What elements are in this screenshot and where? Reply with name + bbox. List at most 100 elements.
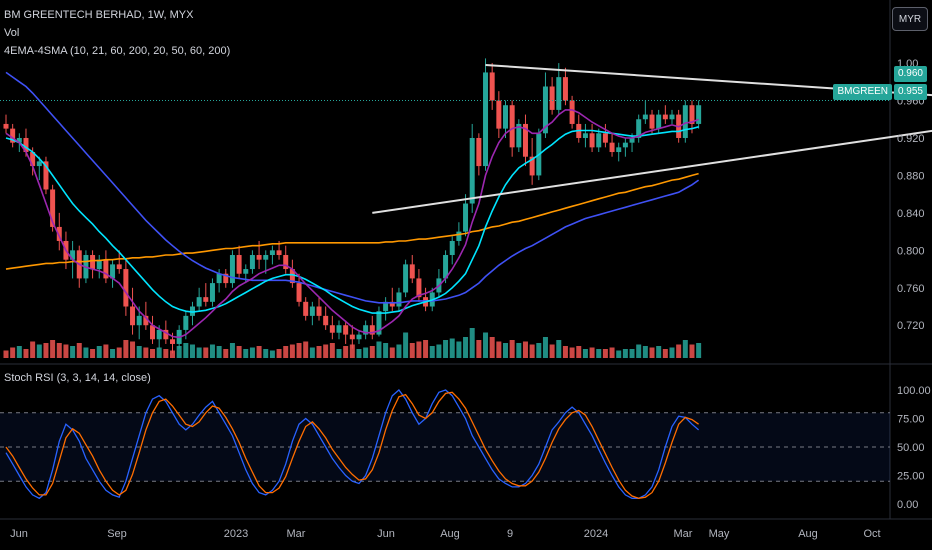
volume-bar [116,347,122,358]
last-price-tag: 0.955 [893,84,927,100]
volume-bar [209,344,215,358]
time-tick-label: Jun [10,528,28,540]
volume-bar [649,347,655,358]
candle-body [143,315,149,326]
volume-bar [110,349,116,358]
candle-body [123,269,129,307]
time-axis[interactable]: Jun Sep 2023 Mar Jun Aug 9 2024 Mar May Aug Oct [10,528,880,540]
volume-bar [642,346,648,358]
time-tick-label: Aug [440,528,460,540]
candle-body [622,142,628,148]
volume-bar [489,337,495,358]
candle-body [669,114,675,120]
ema10-line [5,109,699,339]
candle-body [376,311,382,335]
volume-bar [256,346,262,358]
volume-bar [336,349,342,358]
volume-bar [596,349,602,358]
volume-bar [536,343,542,358]
volume-bar [63,344,69,358]
candle-body [16,137,22,143]
volume-label[interactable]: Vol [4,27,20,39]
candle-body [103,259,109,279]
indicator-label[interactable]: 4EMA-4SMA (10, 21, 60, 200, 20, 50, 60, … [4,45,231,57]
volume-bar [83,347,89,358]
volume-bar [529,344,535,358]
candle-body [276,250,282,256]
volume-bar [682,340,688,358]
candle-body [36,161,42,167]
candle-body [689,105,695,124]
volume-bar [196,347,202,358]
candle-body [130,306,136,326]
candle-body [110,264,116,279]
candle-body [369,325,375,335]
candle-body [589,133,595,148]
time-tick-label: Mar [674,528,693,540]
candle-body [449,240,455,256]
candle-body [336,325,342,333]
oscillator-label[interactable]: Stoch RSI (3, 3, 14, 14, close) [4,372,151,384]
volume-bar [443,340,449,358]
volume-bar [589,347,595,358]
volume-bar [689,344,695,358]
volume-bar [303,341,309,358]
candle-body [50,189,56,227]
volume-bar [509,340,515,358]
volume-bar [189,344,195,358]
volume-bar [283,346,289,358]
volume-bar [36,344,42,358]
candle-body [150,325,156,340]
candle-body [43,161,49,190]
candle-body [183,315,189,330]
candle-body [70,250,76,260]
candle-body [216,273,222,284]
volume-bar [269,350,275,358]
candle-body [163,329,169,340]
volume-bar [542,337,548,358]
candle-body [509,105,515,148]
volume-bar [216,346,222,358]
price-tick-label: 0.720 [897,320,925,332]
volume-bar [469,328,475,358]
candle-body [463,203,469,232]
volume-bar [43,343,49,358]
volume-bar [23,349,29,358]
oscillator-tick-label: 50.00 [897,442,925,454]
volume-bar [669,347,675,358]
triangle-trendlines [0,63,932,214]
currency-button[interactable]: MYR [892,7,928,31]
time-tick-label: Sep [107,528,127,540]
volume-bar [609,347,615,358]
candle-body [696,105,702,124]
stoch-k-line [5,389,700,500]
volume-bar [143,347,149,358]
symbol-title[interactable]: BM GREENTECH BERHAD, 1W, MYX [4,9,194,21]
candle-body [283,255,289,270]
candle-body [569,100,575,124]
volume-bar [349,344,355,358]
volume-bar [156,347,162,358]
volume-bar [616,350,622,358]
volume-bar [429,346,435,358]
volume-bar [163,349,169,358]
volume-bar [516,343,522,358]
volume-bars [3,328,702,358]
stoch-rsi-pane [0,389,890,500]
volume-bar [363,347,369,358]
candle-body [256,255,262,260]
candle-body [389,301,395,307]
volume-bar [376,341,382,358]
candle-body [662,114,668,120]
volume-bar [229,343,235,358]
candle-body [23,137,29,153]
volume-bar [243,349,249,358]
volume-bar [356,349,362,358]
time-tick-label: 2024 [584,528,608,540]
candle-body [556,77,562,110]
price-tick-label: 0.840 [897,208,925,220]
volume-bar [562,346,568,358]
volume-bar [369,346,375,358]
